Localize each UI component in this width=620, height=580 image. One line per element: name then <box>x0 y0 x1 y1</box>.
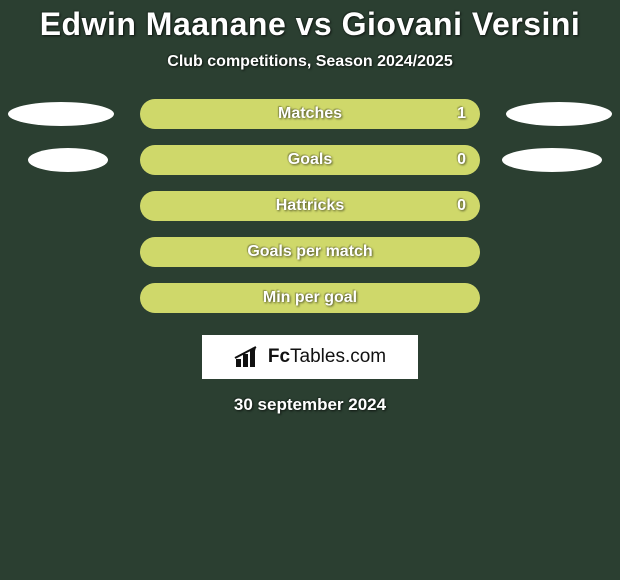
player-right-ellipse <box>506 102 612 126</box>
logo-suffix: Tables.com <box>290 346 386 367</box>
stat-row: Matches1 <box>0 99 620 129</box>
stat-bar: Goals0 <box>140 145 480 175</box>
stat-value: 1 <box>457 99 466 129</box>
logo-prefix: Fc <box>268 346 290 367</box>
stat-label: Hattricks <box>140 191 480 221</box>
logo-box: FcTables.com <box>202 335 418 379</box>
stat-row: Min per goal <box>0 283 620 313</box>
stat-bar: Min per goal <box>140 283 480 313</box>
stat-bar: Hattricks0 <box>140 191 480 221</box>
stat-label: Min per goal <box>140 283 480 313</box>
page-subtitle: Club competitions, Season 2024/2025 <box>0 53 620 71</box>
stat-value: 0 <box>457 145 466 175</box>
stat-row: Hattricks0 <box>0 191 620 221</box>
stat-bar: Goals per match <box>140 237 480 267</box>
stat-bar: Matches1 <box>140 99 480 129</box>
stat-row: Goals0 <box>0 145 620 175</box>
stat-label: Goals <box>140 145 480 175</box>
player-left-ellipse <box>8 102 114 126</box>
stat-label: Matches <box>140 99 480 129</box>
stat-label: Goals per match <box>140 237 480 267</box>
player-left-ellipse <box>28 148 108 172</box>
comparison-infographic: Edwin Maanane vs Giovani Versini Club co… <box>0 0 620 580</box>
footer-date: 30 september 2024 <box>0 395 620 415</box>
page-title: Edwin Maanane vs Giovani Versini <box>0 6 620 43</box>
player-right-ellipse <box>502 148 602 172</box>
stat-value: 0 <box>457 191 466 221</box>
logo-text: FcTables.com <box>268 346 386 368</box>
stat-row: Goals per match <box>0 237 620 267</box>
bars-icon <box>234 345 262 369</box>
stat-rows: Matches1Goals0Hattricks0Goals per matchM… <box>0 99 620 313</box>
